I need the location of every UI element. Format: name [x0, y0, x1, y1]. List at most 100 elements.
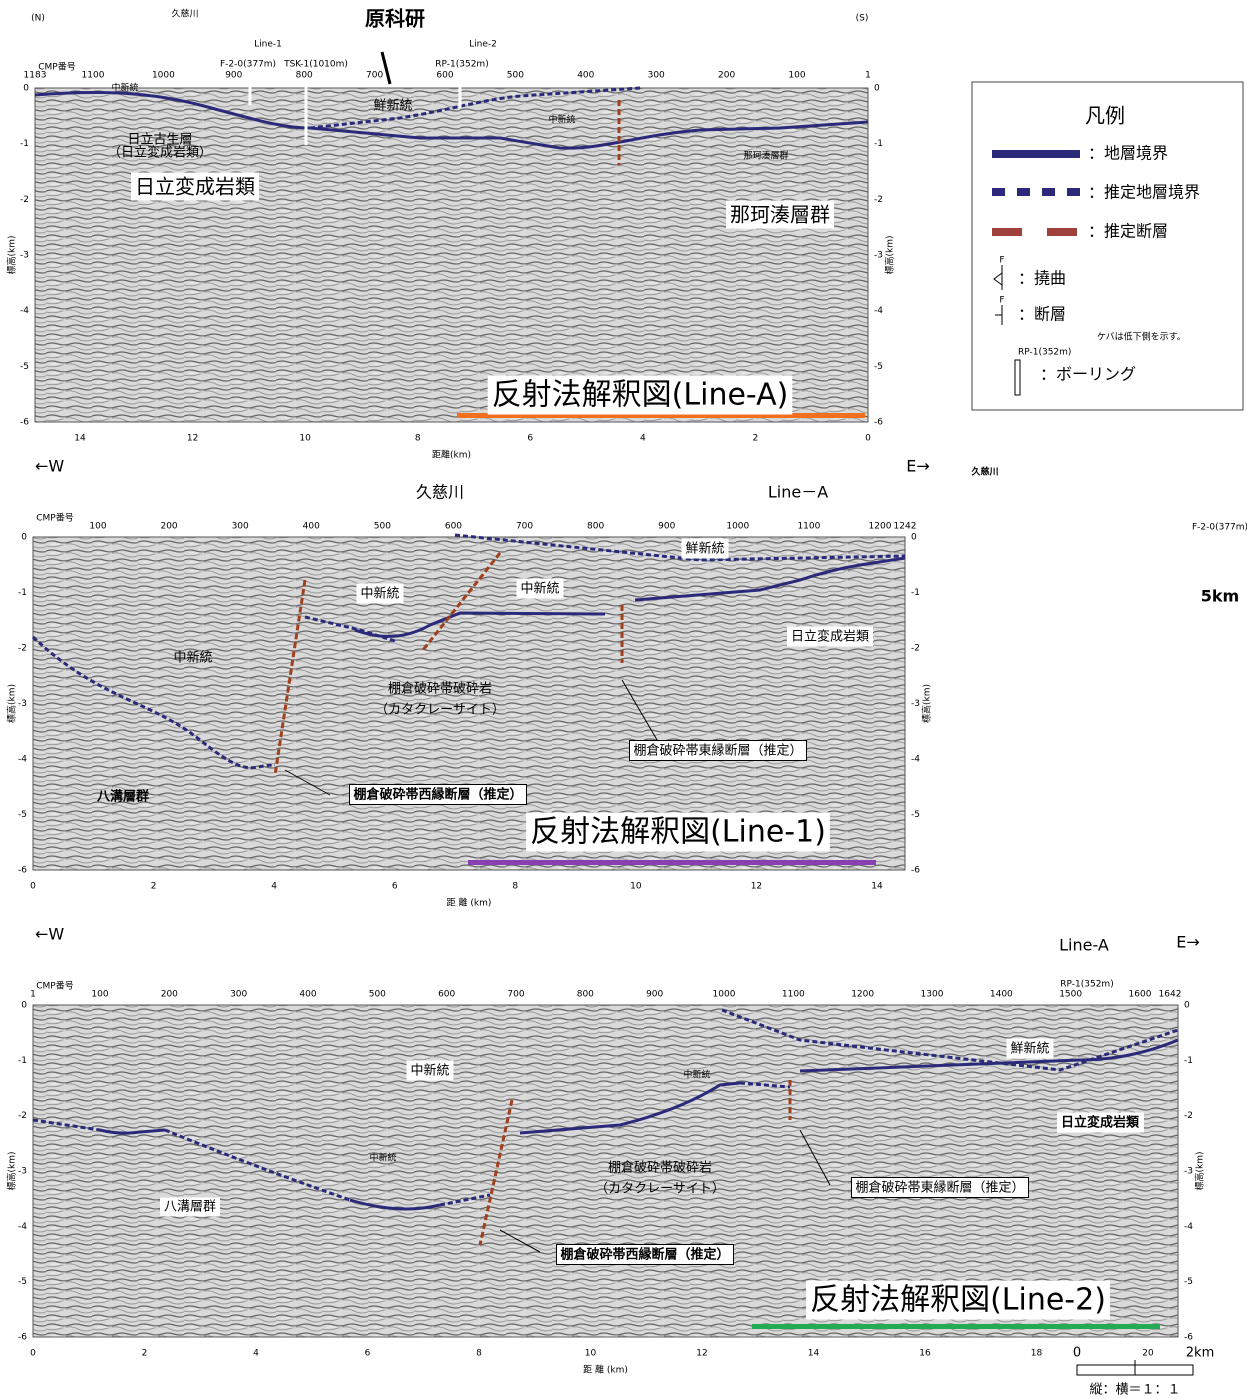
depth-tick-label: -1: [20, 139, 29, 149]
label: Line-2: [469, 40, 497, 50]
label-box: [850, 1177, 1030, 1198]
cmp-tick-label: 900: [646, 990, 663, 1000]
fault: [421, 552, 502, 651]
depth-tick-label: -1: [1184, 1056, 1193, 1066]
direction: E→: [906, 457, 930, 476]
legend-symbol: [1014, 359, 1021, 396]
axis-label: 標高(km): [6, 684, 18, 723]
cmp-tick-label: 200: [718, 71, 735, 81]
seismic-section: [34, 87, 869, 423]
axis-label: 標高(km): [6, 235, 18, 274]
title-bar: [752, 1324, 1160, 1329]
label: 日立古生層: [127, 133, 192, 148]
legend-item: ：ボーリング: [1040, 365, 1136, 384]
label: 原科研: [365, 7, 425, 31]
cmp-tick-label: 1000: [713, 990, 736, 1000]
label: 久慈川: [971, 466, 998, 478]
label: （カタクレーサイト）: [375, 703, 505, 718]
cmp-tick-label: 500: [374, 522, 391, 532]
depth-tick-label: -4: [1184, 1222, 1193, 1232]
label: 棚倉破砕帯東縁断層（推定）: [855, 1180, 1024, 1196]
depth-tick-label: 0: [874, 84, 880, 94]
leader: [499, 1129, 831, 1253]
legend-symbol: F: [999, 296, 1004, 306]
distance-tick-label: 10: [630, 882, 642, 892]
cmp-tick-label: 800: [577, 990, 594, 1000]
cmp-tick-label: 700: [516, 522, 533, 532]
label: 棚倉破砕帯破砕岩: [388, 682, 492, 697]
cmp-tick-label: 1000: [726, 522, 749, 532]
label-box: [348, 784, 528, 805]
distance-tick-label: 14: [808, 1349, 820, 1359]
direction: E→: [1176, 933, 1200, 952]
distance-tick-label: 12: [187, 434, 198, 444]
panel-title: 反射法解釈図(Line-2): [810, 1283, 1106, 1318]
cmp-tick-label: 200: [160, 522, 177, 532]
label: 棚倉破砕帯西縁断層（推定）: [353, 787, 522, 803]
depth-tick-label: -1: [18, 588, 27, 598]
cmp-tick-label: 300: [648, 71, 665, 81]
cmp-tick-label: 400: [299, 990, 316, 1000]
cmp-tick-label: 500: [369, 990, 386, 1000]
label: 中新統: [548, 114, 575, 126]
distance-tick-label: 2: [142, 1349, 148, 1359]
scale-label: 2km: [1186, 1346, 1214, 1361]
legend-item: RP-1(352m): [1018, 348, 1071, 358]
distance-tick-label: 0: [30, 1349, 36, 1359]
distance-tick-label: 6: [392, 882, 398, 892]
label: 日立変成岩類: [135, 175, 255, 199]
depth-tick-label: -4: [18, 1222, 27, 1232]
depth-tick-label: 0: [911, 533, 917, 543]
boundary: [34, 90, 869, 150]
depth-tick-label: -3: [1184, 1167, 1193, 1177]
depth-tick-label: 0: [23, 84, 29, 94]
axis-label: 標高(km): [884, 235, 896, 274]
label: 八溝層群: [164, 1200, 216, 1215]
label: 棚倉破砕帯西縁断層（推定）: [560, 1247, 729, 1263]
axis-label: 距 離 (km): [583, 1364, 628, 1376]
depth-tick-label: -3: [20, 251, 29, 261]
label-box: [1056, 1112, 1144, 1133]
depth-tick-label: 0: [1184, 1001, 1190, 1011]
label-box: [726, 200, 834, 229]
title-bar: [457, 413, 865, 418]
cmp-tick-label: 700: [507, 990, 524, 1000]
depth-tick-label: -5: [18, 810, 27, 820]
scale-label: 縦：横＝１：１: [1089, 1383, 1180, 1398]
label: (S): [856, 14, 869, 24]
legend-swatch: [992, 150, 1080, 158]
cmp-tick-label: 600: [438, 990, 455, 1000]
label: 久慈川: [416, 483, 464, 502]
title-bar: [468, 860, 876, 865]
label: （カタクレーサイト）: [595, 1182, 725, 1197]
cmp-tick-label: 1500: [1059, 990, 1082, 1000]
depth-tick-label: -5: [911, 810, 920, 820]
distance-tick-label: 12: [696, 1349, 707, 1359]
depth-tick-label: -2: [18, 1111, 27, 1121]
label-box: [1006, 1038, 1054, 1059]
fault: [273, 579, 307, 776]
cmp-tick-label: 1200: [851, 990, 874, 1000]
depth-tick-label: -6: [18, 1333, 27, 1343]
label-box: [159, 1197, 221, 1217]
boundary: [99, 1128, 441, 1211]
depth-tick-label: -1: [18, 1056, 27, 1066]
axis-label: 距離(km): [432, 449, 471, 461]
depth-tick-label: 0: [21, 1001, 27, 1011]
legend-item: ：推定断層: [1088, 222, 1168, 241]
legend-item: ：地層境界: [1088, 144, 1168, 163]
distance-tick-label: 6: [527, 434, 533, 444]
label: TSK-1(1010m): [283, 60, 348, 70]
boundary: [634, 556, 906, 602]
depth-tick-label: -2: [18, 644, 27, 654]
depth-tick-label: -4: [874, 306, 883, 316]
cmp-tick-label: 400: [577, 71, 594, 81]
cmp-tick-label: 1600: [1129, 990, 1152, 1000]
axis-label: 標高(km): [6, 1151, 18, 1190]
depth-tick-label: -6: [20, 418, 29, 428]
cmp-tick-label: 1: [865, 71, 871, 81]
depth-tick-label: -4: [20, 306, 29, 316]
depth-tick-label: -6: [18, 866, 27, 876]
distance-tick-label: 8: [476, 1349, 482, 1359]
depth-tick-label: -4: [911, 755, 920, 765]
